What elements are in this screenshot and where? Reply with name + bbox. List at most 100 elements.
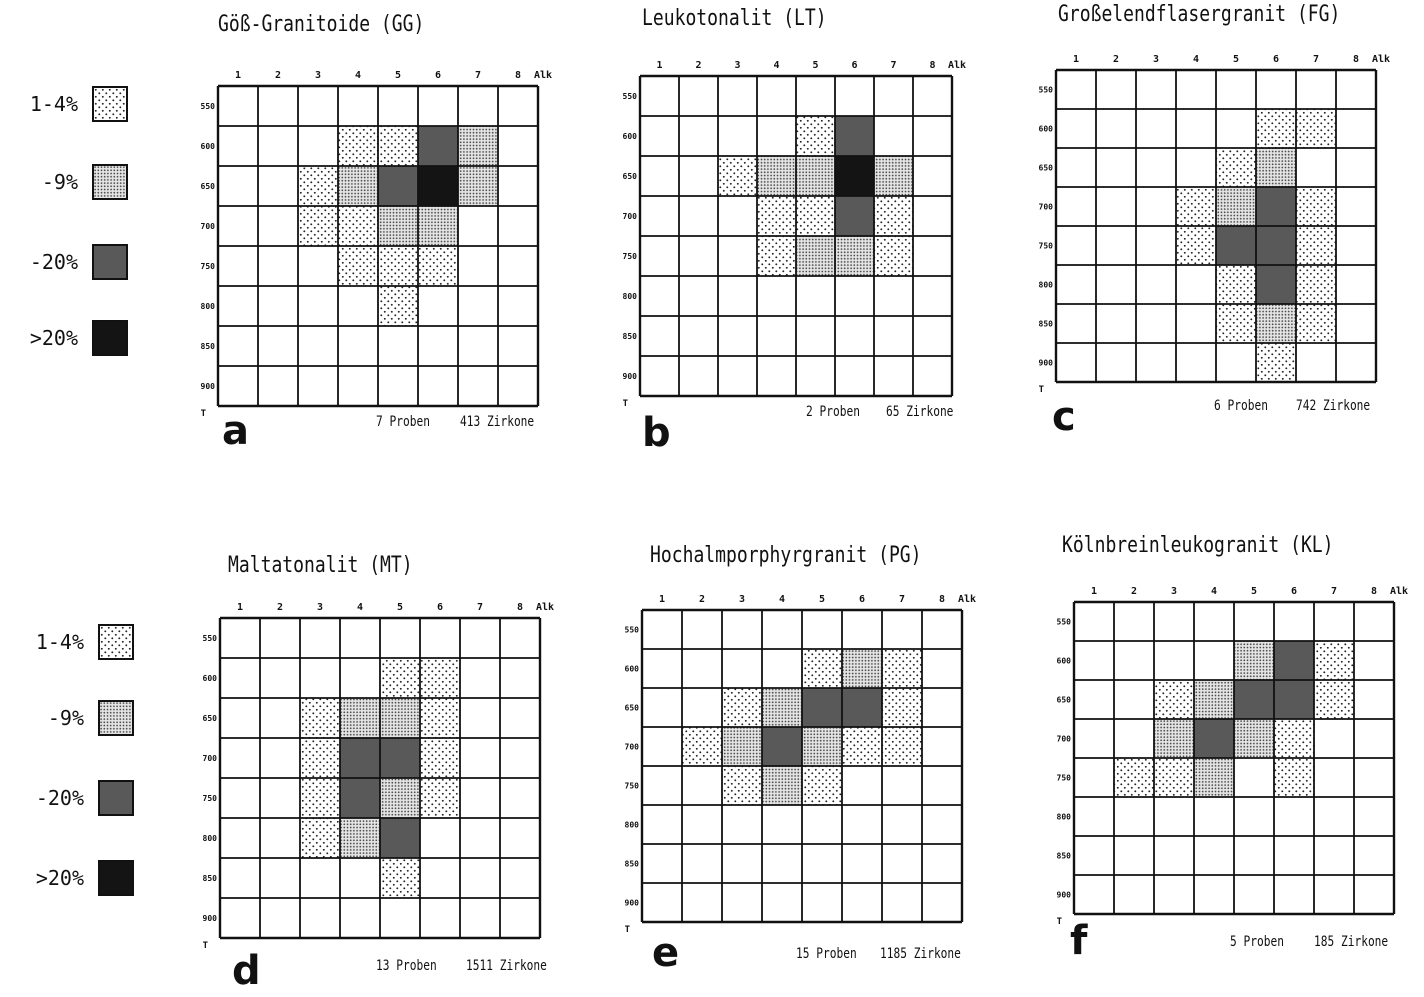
legend-swatch	[92, 164, 128, 200]
heatmap-cell	[1274, 641, 1314, 680]
y-tick-label: 800	[201, 302, 216, 311]
heatmap-grid-b: 1 2 3 4 5 6 7 8 Alk 550 600 650 700 750 800 850 900 T	[623, 60, 967, 409]
heatmap-cell	[458, 166, 498, 206]
heatmap-cell	[796, 236, 835, 276]
heatmap-cell	[882, 688, 922, 727]
heatmap-cell	[842, 727, 882, 766]
panel-title-f: Kölnbreinleukogranit (KL)	[1062, 533, 1334, 558]
y-tick-label: 900	[623, 372, 638, 381]
y-axis-unit: T	[623, 399, 629, 409]
legend-swatch	[98, 860, 134, 896]
proben-count-b: 2 Proben	[806, 404, 860, 420]
y-axis-unit: T	[1057, 917, 1063, 927]
y-tick-label: 900	[625, 899, 640, 908]
legend-item-4: >20%	[6, 860, 134, 896]
heatmap-cell	[1256, 109, 1296, 148]
heatmap-grid-d: 1 2 3 4 5 6 7 8 Alk 550 600 650 700 750 800 850 900 T	[203, 602, 555, 951]
heatmap-cell	[340, 778, 380, 818]
heatmap-cell	[1234, 641, 1274, 680]
y-tick-label: 600	[203, 674, 218, 683]
panel-title-c: Großelendflasergranit (FG)	[1058, 2, 1341, 27]
x-tick-label: 1	[656, 60, 662, 71]
legend-label: -9%	[47, 706, 84, 730]
y-tick-label: 850	[203, 874, 218, 883]
heatmap-grid-e: 1 2 3 4 5 6 7 8 Alk 550 600 650 700 750 800 850 900 T	[625, 594, 977, 935]
x-axis-unit: Alk	[1390, 586, 1408, 597]
x-tick-label: 3	[734, 60, 740, 71]
x-tick-label: 2	[1131, 586, 1137, 597]
y-tick-label: 800	[1039, 281, 1054, 290]
heatmap-cell	[835, 196, 874, 236]
heatmap-cell	[882, 727, 922, 766]
x-axis-unit: Alk	[536, 602, 554, 613]
x-tick-label: 4	[357, 602, 363, 613]
heatmap-cell	[762, 766, 802, 805]
heatmap-cell	[1296, 304, 1336, 343]
legend-item-1: 1-4%	[0, 86, 128, 122]
x-tick-label: 1	[1091, 586, 1097, 597]
y-tick-label: 550	[623, 92, 638, 101]
y-tick-label: 850	[201, 342, 216, 351]
x-tick-label: 5	[819, 594, 825, 605]
x-tick-label: 5	[395, 70, 401, 81]
heatmap-cell	[1274, 758, 1314, 797]
x-tick-label: 2	[1113, 54, 1119, 65]
heatmap-cell	[298, 166, 338, 206]
heatmap-cell	[762, 688, 802, 727]
y-tick-label: 600	[201, 142, 216, 151]
heatmap-cell	[1274, 680, 1314, 719]
heatmap-cell	[380, 778, 420, 818]
heatmap-cell	[380, 698, 420, 738]
x-tick-label: 3	[1171, 586, 1177, 597]
x-tick-label: 6	[851, 60, 857, 71]
x-tick-label: 1	[235, 70, 241, 81]
heatmap-cell	[874, 236, 913, 276]
heatmap-cell	[418, 166, 458, 206]
x-tick-label: 4	[355, 70, 361, 81]
heatmap-cell	[340, 818, 380, 858]
y-tick-label: 650	[1057, 696, 1072, 705]
x-tick-label: 7	[1331, 586, 1337, 597]
heatmap-cell	[420, 698, 460, 738]
heatmap-cell	[418, 206, 458, 246]
proben-count-a: 7 Proben	[376, 414, 430, 430]
panel-letter-e: e	[652, 930, 680, 976]
legend-swatch	[98, 700, 134, 736]
panel-title-b: Leukotonalit (LT)	[642, 6, 827, 31]
heatmap-cell	[1256, 148, 1296, 187]
panel-title-d: Maltatonalit (MT)	[228, 553, 413, 578]
proben-count-e: 15 Proben	[796, 946, 857, 962]
x-tick-label: 2	[695, 60, 701, 71]
legend-swatch	[98, 780, 134, 816]
y-tick-label: 650	[623, 172, 638, 181]
legend-label: 1-4%	[29, 92, 78, 116]
heatmap-cell	[1234, 719, 1274, 758]
heatmap-cell	[722, 766, 762, 805]
heatmap-cell	[1296, 226, 1336, 265]
heatmap-cell	[1314, 641, 1354, 680]
x-axis-unit: Alk	[534, 70, 552, 81]
heatmap-cell	[802, 727, 842, 766]
y-tick-label: 650	[1039, 164, 1054, 173]
heatmap-cell	[1296, 109, 1336, 148]
heatmap-cell	[1194, 758, 1234, 797]
heatmap-cell	[1256, 187, 1296, 226]
heatmap-cell	[1216, 187, 1256, 226]
heatmap-cell	[378, 126, 418, 166]
heatmap-cell	[1274, 719, 1314, 758]
y-tick-label: 700	[1039, 203, 1054, 212]
heatmap-cell	[420, 738, 460, 778]
y-tick-label: 750	[201, 262, 216, 271]
heatmap-cell	[338, 166, 378, 206]
x-tick-label: 3	[1153, 54, 1159, 65]
heatmap-cell	[380, 658, 420, 698]
heatmap-grid-a: 1 2 3 4 5 6 7 8 Alk 550 600 650 700 750 800 850 900 T	[201, 70, 553, 419]
heatmap-cell	[340, 738, 380, 778]
zirkone-count-e: 1185 Zirkone	[880, 946, 961, 962]
y-tick-label: 550	[203, 634, 218, 643]
x-tick-label: 5	[1233, 54, 1239, 65]
x-tick-label: 3	[315, 70, 321, 81]
heatmap-cell	[796, 156, 835, 196]
heatmap-cell	[1234, 680, 1274, 719]
legend-label: >20%	[35, 866, 84, 890]
